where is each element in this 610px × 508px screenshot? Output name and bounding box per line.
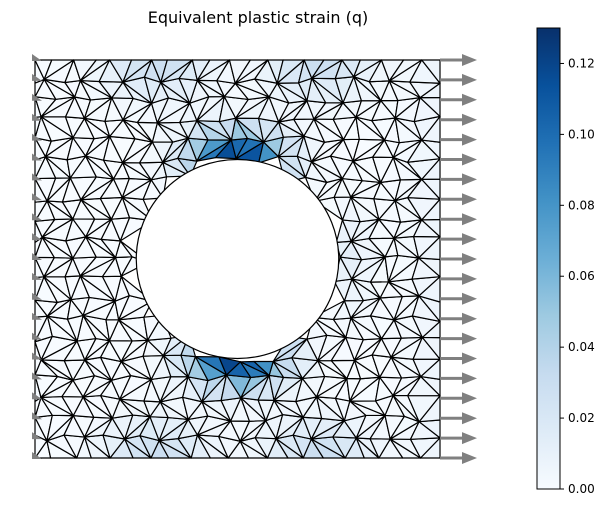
mesh-element	[122, 59, 153, 83]
traction-arrow-head	[462, 292, 477, 305]
traction-arrow-head	[462, 412, 477, 425]
mesh-element	[276, 59, 305, 84]
traction-arrow-head	[462, 272, 477, 285]
traction-arrow-head	[462, 153, 477, 166]
support-marker	[32, 54, 42, 61]
support-marker	[32, 292, 42, 300]
support-marker	[32, 73, 42, 81]
support-marker	[32, 193, 42, 201]
traction-arrow-head	[462, 73, 477, 86]
support-marker	[32, 153, 42, 161]
support-marker	[32, 412, 42, 420]
colorbar-tick-label: 0.04	[568, 340, 595, 354]
hole	[135, 158, 340, 360]
mesh-element	[43, 59, 75, 80]
mesh-element	[253, 360, 274, 377]
traction-arrow-head	[462, 133, 477, 146]
traction-arrow-head	[462, 432, 477, 445]
mesh-element	[143, 314, 163, 341]
mesh-element	[311, 59, 343, 79]
mesh-element	[218, 356, 242, 376]
traction-arrow-head	[462, 54, 477, 66]
mesh-element	[388, 59, 423, 82]
mesh-element	[79, 59, 111, 82]
support-marker	[32, 93, 42, 101]
chart-title: Equivalent plastic strain (q)	[147, 8, 369, 27]
traction-arrow-head	[462, 173, 477, 186]
traction-arrow-head	[462, 332, 477, 345]
mesh-element	[421, 59, 441, 84]
traction-arrow-head	[462, 233, 477, 246]
mesh-element	[353, 59, 383, 78]
traction-arrow-head	[462, 213, 477, 226]
traction-arrow-head	[462, 113, 477, 126]
traction-arrow-head	[462, 372, 477, 385]
support-marker	[32, 352, 42, 360]
colorbar-tick-label: 0.08	[568, 198, 595, 212]
colorbar-tick-label: 0.12	[568, 56, 595, 70]
support-marker	[32, 253, 42, 260]
support-marker	[32, 332, 42, 340]
mesh-element	[234, 59, 269, 85]
traction-arrow-head	[462, 193, 477, 206]
support-marker	[32, 372, 42, 380]
support-marker	[32, 133, 42, 141]
traction-arrow-head	[462, 352, 477, 365]
mesh-element	[196, 59, 231, 81]
support-marker	[32, 272, 42, 280]
traction-arrow-head	[462, 452, 477, 464]
support-marker	[32, 452, 42, 459]
colorbar-tick-label: 0.10	[568, 127, 595, 141]
support-marker	[32, 113, 42, 121]
traction-arrow-head	[462, 93, 477, 106]
support-marker	[32, 392, 42, 400]
traction-arrow-head	[462, 392, 477, 405]
support-marker	[32, 312, 42, 320]
support-marker	[32, 173, 42, 181]
support-marker	[32, 432, 42, 440]
mesh-element	[160, 59, 193, 83]
traction-arrow-head	[462, 312, 477, 325]
support-marker	[32, 213, 42, 221]
support-marker	[32, 233, 42, 241]
colorbar-tick-label: 0.00	[568, 482, 595, 496]
traction-arrow-head	[462, 253, 477, 265]
colorbar-tick-label: 0.02	[568, 411, 595, 425]
colorbar-tick-label: 0.06	[568, 269, 595, 283]
colorbar-gradient	[536, 27, 561, 490]
